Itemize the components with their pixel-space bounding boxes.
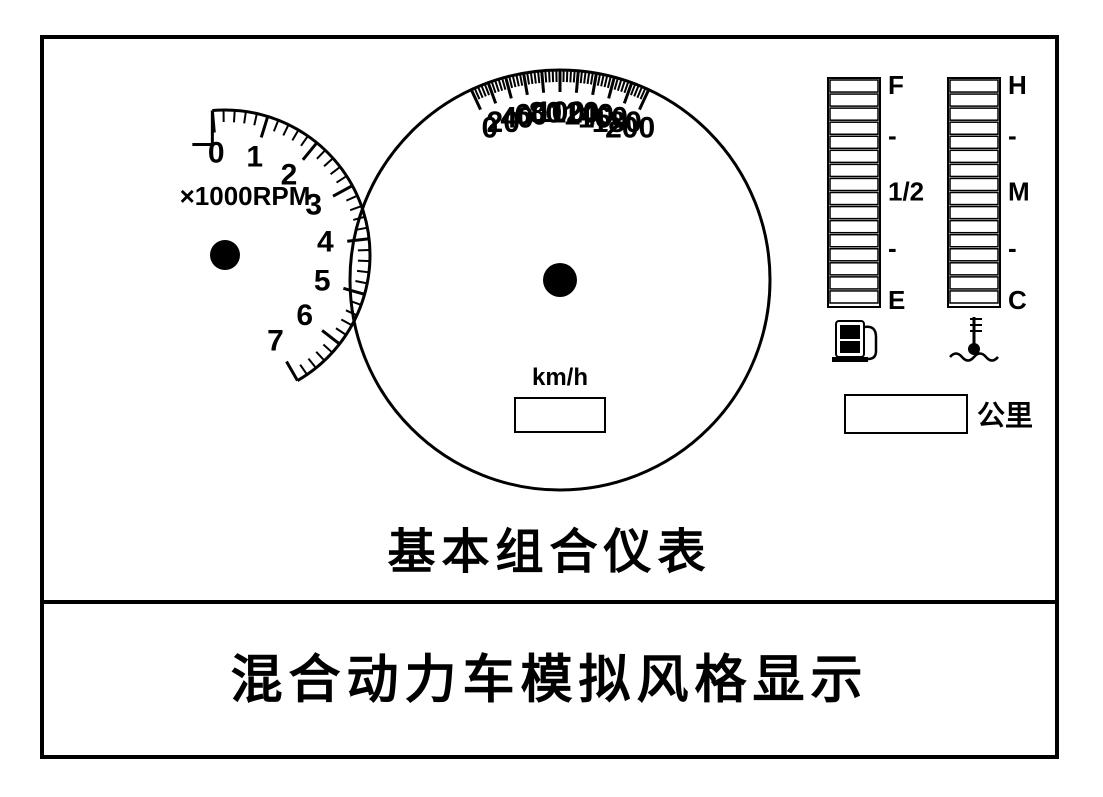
bar-segment: [830, 94, 878, 106]
gauge-tick-label: 7: [267, 324, 284, 357]
bar-label: -: [888, 120, 897, 150]
bar-segment: [950, 80, 998, 92]
bar-segment: [830, 150, 878, 162]
bar-segment: [950, 164, 998, 176]
bar-segment: [830, 249, 878, 261]
dashboard-panel: 01234567 ×1000RPM 0204060801001201401601…: [0, 0, 1103, 797]
odometer-box: [845, 395, 967, 433]
speedometer-gauge: 020406080100120140160180200 km/h: [350, 70, 770, 490]
gauge-tick-label: 200: [605, 111, 655, 144]
tachometer-unit-label: ×1000RPM: [180, 181, 311, 211]
bar-segment: [830, 277, 878, 289]
bar-segment: [950, 94, 998, 106]
tachometer-hub: [210, 240, 240, 270]
gauge-tick-label: 6: [296, 299, 313, 332]
bar-segment: [830, 164, 878, 176]
gauge-tick-label: 0: [208, 136, 225, 169]
bar-label: -: [888, 233, 897, 263]
speedometer-hub: [543, 263, 577, 297]
fuel-pump-icon: [832, 321, 876, 362]
gauge-tick-label: 5: [314, 264, 331, 297]
speedometer-unit-label: km/h: [532, 364, 588, 391]
bar-segment: [830, 291, 878, 303]
bar-segment: [830, 193, 878, 205]
speedometer-odometer-box: [515, 398, 605, 432]
bar-label: E: [888, 285, 905, 315]
bar-label: M: [1008, 177, 1030, 207]
temperature-gauge: H - M - C: [948, 70, 1030, 361]
bar-segment: [830, 263, 878, 275]
bar-segment: [830, 207, 878, 219]
bar-segment: [950, 263, 998, 275]
bar-segment: [830, 80, 878, 92]
bar-label: C: [1008, 285, 1027, 315]
bar-segment: [950, 291, 998, 303]
bar-segment: [830, 122, 878, 134]
gauge-tick-label: 4: [317, 226, 334, 259]
bar-segment: [950, 150, 998, 162]
bar-segment: [830, 178, 878, 190]
bar-label: -: [1008, 120, 1017, 150]
bar-segment: [830, 136, 878, 148]
gauge-tick-label: 1: [246, 140, 263, 173]
bar-segment: [950, 207, 998, 219]
caption-basic-cluster: 基本组合仪表: [387, 526, 711, 579]
bar-segment: [950, 108, 998, 120]
odometer-display: 公里: [845, 395, 1033, 433]
temperature-icon: [950, 317, 998, 361]
bar-segment: [830, 221, 878, 233]
bar-segment: [950, 178, 998, 190]
bar-label: F: [888, 70, 904, 100]
fuel-gauge: F - 1/2 - E: [828, 70, 924, 362]
bar-segment: [830, 235, 878, 247]
bar-label: H: [1008, 70, 1027, 100]
bar-segment: [830, 108, 878, 120]
bar-label: -: [1008, 233, 1017, 263]
bar-segment: [950, 122, 998, 134]
bar-segment: [950, 249, 998, 261]
bar-label: 1/2: [888, 177, 924, 207]
odometer-unit-label: 公里: [977, 401, 1033, 432]
bar-segment: [950, 193, 998, 205]
bar-segment: [950, 221, 998, 233]
bar-segment: [950, 136, 998, 148]
bar-segment: [950, 277, 998, 289]
bar-segment: [950, 235, 998, 247]
caption-hybrid-style: 混合动力车模拟风格显示: [230, 652, 868, 710]
tachometer-gauge: 01234567 ×1000RPM: [180, 110, 370, 381]
